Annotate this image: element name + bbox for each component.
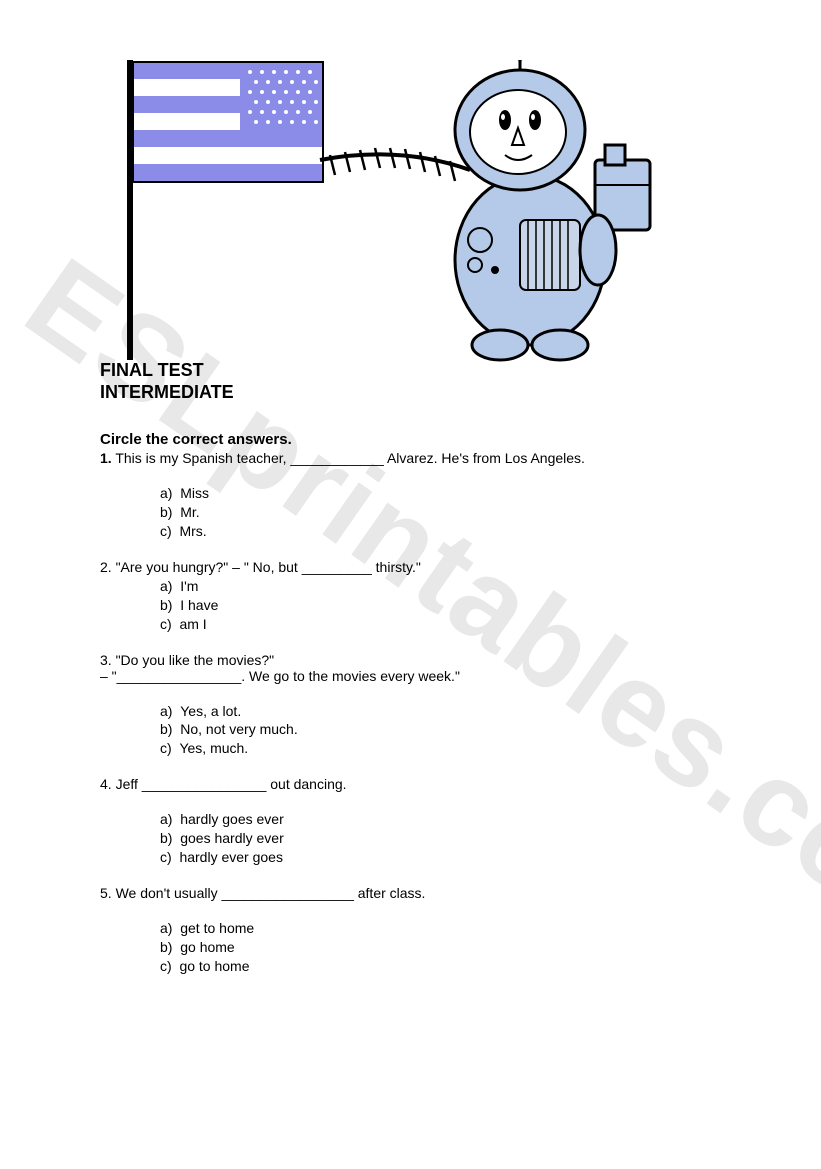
option-2c: c) am I <box>160 615 721 634</box>
question-3-line2: – "________________. We go to the movies… <box>100 668 721 684</box>
option-5b: b) go home <box>160 938 721 957</box>
option-3a: a) Yes, a lot. <box>160 702 721 721</box>
option-1c: c) Mrs. <box>160 522 721 541</box>
question-1: 1. This is my Spanish teacher, _________… <box>100 450 721 466</box>
question-4: 4. Jeff ________________ out dancing. <box>100 776 721 792</box>
question-4-options: a) hardly goes ever b) goes hardly ever … <box>160 810 721 867</box>
option-2a: a) I'm <box>160 577 721 596</box>
astronaut-flag-illustration <box>100 60 660 360</box>
question-5: 5. We don't usually _________________ af… <box>100 885 721 901</box>
question-2: 2. "Are you hungry?" – " No, but _______… <box>100 559 721 575</box>
question-3-options: a) Yes, a lot. b) No, not very much. c) … <box>160 702 721 759</box>
option-4b: b) goes hardly ever <box>160 829 721 848</box>
option-5c: c) go to home <box>160 957 721 976</box>
question-3: 3. "Do you like the movies?" <box>100 652 721 668</box>
question-5-options: a) get to home b) go home c) go to home <box>160 919 721 976</box>
title-line-2: INTERMEDIATE <box>100 382 721 404</box>
option-2b: b) I have <box>160 596 721 615</box>
question-2-options: a) I'm b) I have c) am I <box>160 577 721 634</box>
option-5a: a) get to home <box>160 919 721 938</box>
option-3b: b) No, not very much. <box>160 720 721 739</box>
option-4c: c) hardly ever goes <box>160 848 721 867</box>
option-1b: b) Mr. <box>160 503 721 522</box>
option-3c: c) Yes, much. <box>160 739 721 758</box>
option-4a: a) hardly goes ever <box>160 810 721 829</box>
instructions-text: Circle the correct answers. <box>100 431 721 448</box>
option-1a: a) Miss <box>160 484 721 503</box>
question-1-options: a) Miss b) Mr. c) Mrs. <box>160 484 721 541</box>
